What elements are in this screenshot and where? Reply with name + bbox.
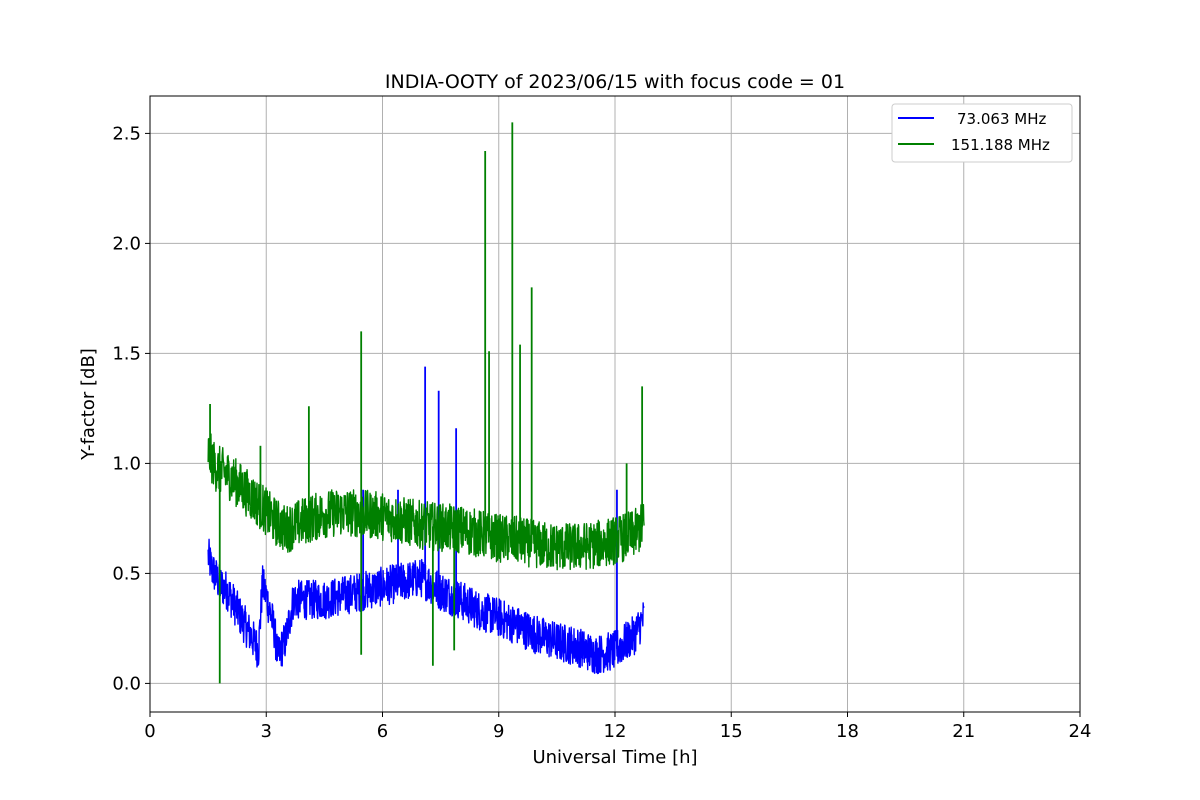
x-tick-label: 15 bbox=[720, 721, 743, 742]
x-tick-label: 18 bbox=[836, 721, 859, 742]
x-axis-label: Universal Time [h] bbox=[532, 747, 697, 768]
series-line-1 bbox=[207, 433, 645, 571]
legend-label-73mhz: 73.063 MHz bbox=[957, 110, 1046, 128]
x-tick-label: 24 bbox=[1069, 721, 1092, 742]
x-tick-label: 3 bbox=[261, 721, 272, 742]
chart-title: INDIA-OOTY of 2023/06/15 with focus code… bbox=[385, 71, 845, 93]
y-tick-label: 2.5 bbox=[112, 123, 141, 144]
y-tick-label: 0.5 bbox=[112, 563, 141, 584]
legend: 73.063 MHz 151.188 MHz bbox=[891, 103, 1073, 163]
x-tick-label: 0 bbox=[144, 721, 155, 742]
legend-label-151mhz: 151.188 MHz bbox=[951, 136, 1050, 154]
x-tick-label: 12 bbox=[604, 721, 627, 742]
x-tick-label: 6 bbox=[377, 721, 388, 742]
y-tick-label: 1.0 bbox=[112, 453, 141, 474]
y-tick-label: 1.5 bbox=[112, 343, 141, 364]
y-axis-label: Y-factor [dB] bbox=[78, 348, 99, 461]
legend-box bbox=[891, 103, 1073, 163]
series-line-0 bbox=[207, 538, 645, 675]
y-tick-label: 0.0 bbox=[112, 673, 141, 694]
x-tick-label: 21 bbox=[952, 721, 975, 742]
grid bbox=[149, 96, 1081, 712]
x-tick-label: 9 bbox=[493, 721, 504, 742]
y-tick-label: 2.0 bbox=[112, 233, 141, 254]
plot-series bbox=[207, 122, 645, 684]
x-axis-ticks: 0 3 6 9 12 15 18 21 24 bbox=[144, 712, 1091, 742]
y-axis-ticks: 0.0 0.5 1.0 1.5 2.0 2.5 bbox=[112, 123, 150, 694]
